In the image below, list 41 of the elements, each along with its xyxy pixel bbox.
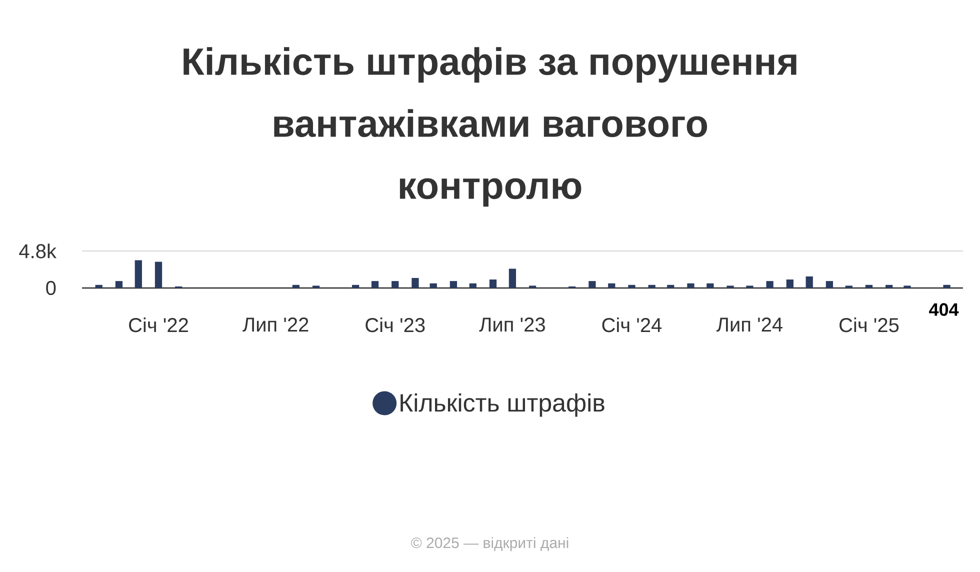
bar — [943, 284, 950, 288]
bar — [628, 284, 636, 288]
y-tick-label: 4.8k — [19, 244, 56, 258]
y-tick-label: 0 — [46, 280, 56, 296]
x-tick-label: Лип '22 — [242, 318, 308, 332]
chart-title: Кількість штрафів за порушення вантажівками вагового контролю — [184, 47, 796, 207]
bar — [154, 262, 162, 288]
x-tick-label: Лип '24 — [716, 318, 783, 332]
bar — [706, 283, 714, 288]
text: © 2025 — відкриті дані — [411, 537, 568, 552]
bar — [826, 281, 834, 288]
bar — [766, 281, 774, 288]
bar — [115, 281, 123, 288]
bar — [687, 283, 694, 288]
bar — [588, 281, 596, 288]
bar — [450, 281, 458, 288]
bar — [886, 284, 893, 288]
bar — [292, 284, 300, 288]
x-tick-label: Січ '25 — [840, 318, 899, 332]
data-label: 404 — [929, 303, 959, 316]
bar — [134, 260, 142, 288]
bar — [95, 284, 102, 288]
bar — [469, 283, 476, 288]
bar — [352, 284, 360, 288]
bar — [489, 280, 497, 288]
bar — [508, 268, 516, 288]
bar — [667, 284, 674, 288]
bar — [648, 284, 656, 288]
bar — [392, 281, 399, 288]
bar — [412, 278, 419, 288]
x-tick-label: Січ '22 — [129, 318, 188, 332]
bar — [786, 280, 794, 288]
x-tick-label: Лип '23 — [479, 318, 545, 332]
x-tick-label: Січ '23 — [366, 318, 425, 332]
bar — [371, 281, 379, 288]
bar — [430, 283, 437, 288]
legend-label: Кількість штрафів — [400, 393, 604, 417]
x-tick-label: Січ '24 — [602, 318, 662, 332]
bar — [806, 276, 813, 288]
bar — [608, 283, 616, 288]
bar — [865, 284, 873, 288]
